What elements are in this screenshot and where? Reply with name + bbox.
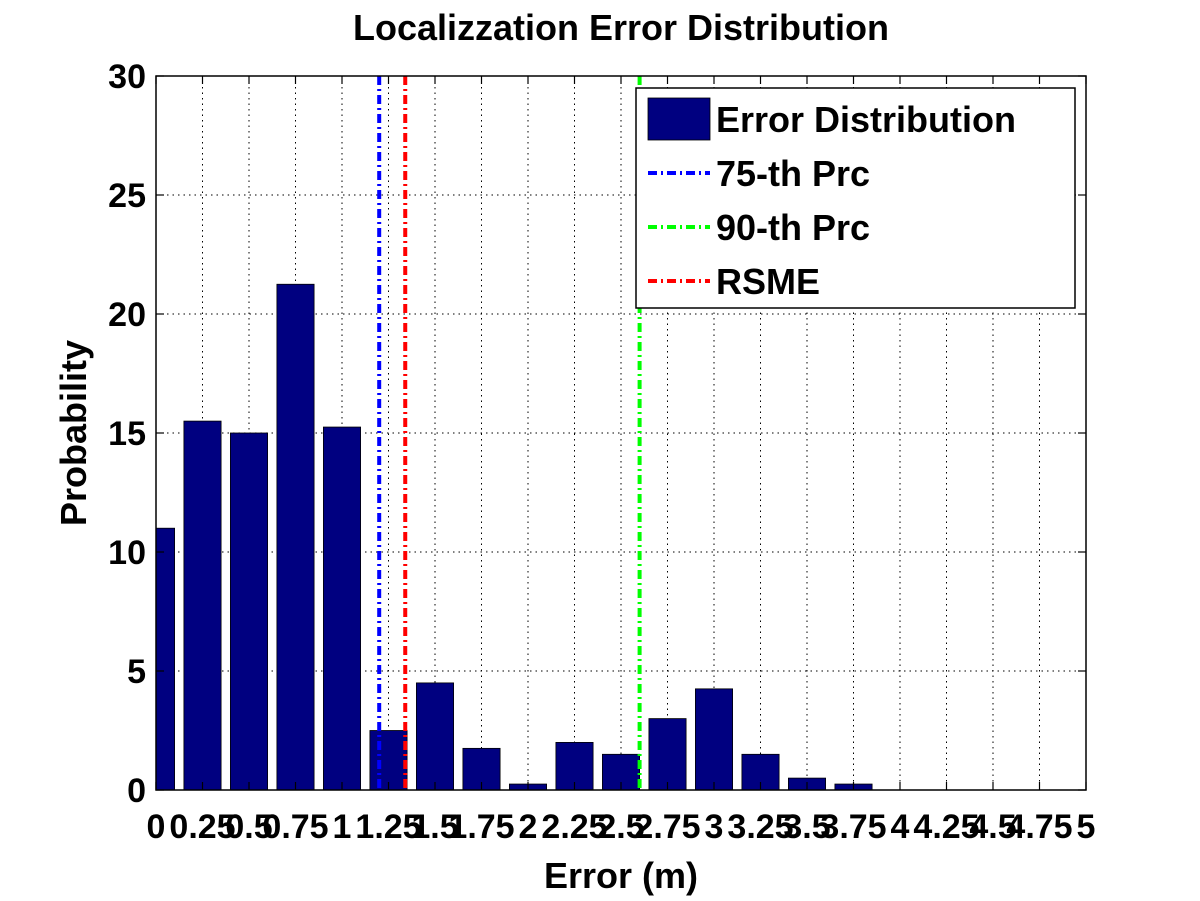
x-tick-label: 3.25 — [727, 808, 793, 846]
legend-label: RSME — [716, 261, 820, 302]
legend-label: 75-th Prc — [716, 153, 870, 194]
bar — [229, 432, 268, 791]
x-tick-label: 4.75 — [1006, 808, 1072, 846]
x-tick-label: 3.75 — [820, 808, 886, 846]
x-tick-label: 2.25 — [541, 808, 607, 846]
legend-swatch — [647, 97, 711, 141]
bar — [648, 718, 687, 791]
x-tick-label: 4.5 — [969, 808, 1016, 846]
bar — [155, 527, 176, 791]
x-tick-label: 1.5 — [411, 808, 458, 846]
legend-label: Error Distribution — [716, 99, 1016, 140]
y-tick-label: 15 — [108, 415, 146, 453]
bar — [276, 283, 315, 791]
x-tick-label: 1.25 — [355, 808, 421, 846]
bar — [695, 688, 734, 791]
y-tick-label: 10 — [108, 534, 146, 572]
y-axis-label: Probability — [53, 340, 94, 526]
y-tick-label: 25 — [108, 177, 146, 215]
x-axis-ticks: 0 0.250.50.75 1 1.251.51.75 2 2.252.52.75 3 3.2… — [147, 76, 1096, 846]
y-axis-ticks: 0 5 10 15 20 25 30 — [108, 58, 1086, 810]
y-tick-label: 0 — [127, 772, 146, 810]
x-axis-label: Error (m) — [544, 855, 698, 896]
y-tick-label: 20 — [108, 296, 146, 334]
x-tick-label: 1 — [333, 808, 352, 846]
x-tick-label: 0 — [147, 808, 166, 846]
bar — [183, 420, 222, 791]
x-tick-label: 5 — [1077, 808, 1096, 846]
x-tick-label: 2.5 — [597, 808, 644, 846]
x-tick-label: 4 — [891, 808, 910, 846]
x-tick-label: 0.5 — [225, 808, 272, 846]
chart-title: Localizzation Error Distribution — [353, 7, 889, 48]
legend-label: 90-th Prc — [716, 207, 870, 248]
y-tick-label: 5 — [127, 653, 146, 691]
bar — [322, 426, 361, 791]
x-tick-label: 2 — [519, 808, 538, 846]
x-tick-label: 0.25 — [169, 808, 235, 846]
bar — [415, 682, 454, 791]
x-tick-label: 1.75 — [448, 808, 514, 846]
y-tick-label: 30 — [108, 58, 146, 96]
x-tick-label: 3 — [705, 808, 724, 846]
x-tick-label: 2.75 — [634, 808, 700, 846]
bars — [155, 283, 873, 791]
x-tick-label: 4.25 — [913, 808, 979, 846]
legend: Error Distribution 75-th Prc 90-th Prc RSME — [635, 87, 1076, 309]
bar — [369, 730, 408, 791]
x-tick-label: 0.75 — [262, 808, 328, 846]
x-tick-label: 3.5 — [783, 808, 830, 846]
